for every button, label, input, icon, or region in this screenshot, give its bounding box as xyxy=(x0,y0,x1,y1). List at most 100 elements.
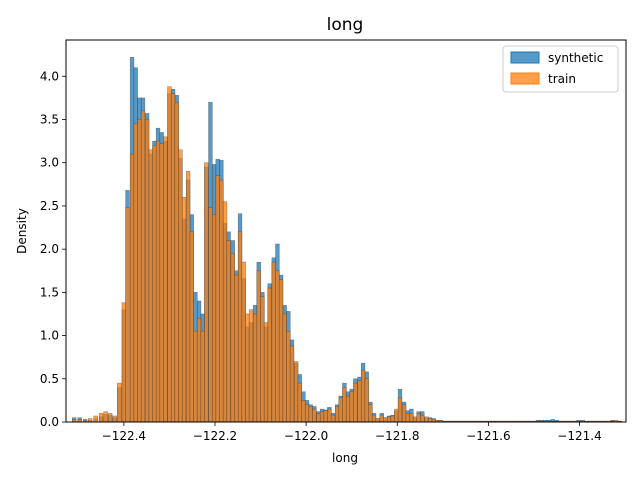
x-tick-label: −122.4 xyxy=(102,429,146,443)
train-bar xyxy=(289,345,295,423)
train-bar xyxy=(117,382,122,423)
x-tick-label: −121.4 xyxy=(557,429,601,443)
train-bar xyxy=(293,361,299,423)
train-bar xyxy=(167,86,172,423)
train-bar xyxy=(193,331,198,423)
train-bar xyxy=(345,395,351,423)
train-bar xyxy=(312,408,317,423)
train-bar xyxy=(98,413,104,423)
train-bar xyxy=(338,397,343,423)
y-tick-label: 0.5 xyxy=(40,372,59,386)
train-bar xyxy=(271,261,276,423)
train-bar xyxy=(245,313,250,423)
train-bar xyxy=(208,207,213,423)
train-bar xyxy=(200,331,205,423)
train-bar xyxy=(424,416,429,423)
y-tick-label: 1.0 xyxy=(40,329,59,343)
train-bar xyxy=(112,415,117,423)
train-bar xyxy=(316,413,321,423)
train-bar xyxy=(401,404,407,423)
train-bar xyxy=(282,313,287,423)
train-bar xyxy=(416,413,421,423)
y-axis-label: Density xyxy=(15,208,29,254)
train-bar xyxy=(386,416,392,423)
train-bar xyxy=(88,418,93,423)
train-bar xyxy=(383,417,388,423)
train-bar xyxy=(330,414,336,423)
train-bar xyxy=(222,201,228,423)
train-bar xyxy=(319,411,325,423)
train-bar xyxy=(241,261,246,423)
train-bar xyxy=(371,414,377,423)
train-bar xyxy=(364,378,369,423)
train-bar xyxy=(304,404,310,423)
train-bar xyxy=(211,214,217,423)
train-bar xyxy=(353,382,358,423)
x-axis-label: long xyxy=(332,451,358,465)
legend-swatch-train xyxy=(510,72,540,85)
train-bar xyxy=(405,413,410,423)
train-bar xyxy=(215,175,220,423)
chart-title: long xyxy=(327,15,364,35)
train-bar xyxy=(308,406,313,423)
train-bar xyxy=(260,296,265,423)
train-bar xyxy=(409,413,414,423)
train-bar xyxy=(368,404,373,423)
train-bar xyxy=(301,400,306,423)
y-tick-label: 0.0 xyxy=(40,415,59,429)
train-bar xyxy=(140,110,146,423)
train-bar xyxy=(178,149,183,423)
train-bar xyxy=(375,418,380,423)
train-bar xyxy=(185,171,191,423)
train-bar xyxy=(297,382,302,423)
y-tick-label: 2.5 xyxy=(40,199,59,213)
train-bar xyxy=(420,414,425,423)
x-tick-label: −122.0 xyxy=(284,429,328,443)
train-bar xyxy=(357,380,362,423)
y-tick-label: 2.0 xyxy=(40,242,59,256)
y-axis: 0.0 0.5 1.0 1.5 2.0 2.5 3.0 3.5 4.0 xyxy=(40,69,66,429)
plot-frame xyxy=(65,39,627,423)
legend-label-synthetic: synthetic xyxy=(548,51,603,65)
train-bar xyxy=(163,136,168,423)
y-tick-label: 3.0 xyxy=(40,156,59,170)
train-bar xyxy=(234,274,239,423)
train-bar xyxy=(390,415,395,423)
x-tick-label: −122.2 xyxy=(193,429,237,443)
legend-swatch-synthetic xyxy=(510,51,540,64)
train-bar xyxy=(248,309,254,423)
y-tick-label: 1.5 xyxy=(40,285,59,299)
legend: synthetic train xyxy=(502,45,619,93)
train-bar xyxy=(125,207,130,423)
train-bar xyxy=(103,411,108,423)
train-bar xyxy=(334,406,340,423)
train-bar xyxy=(93,415,98,423)
train-bar xyxy=(144,119,150,423)
train-bar xyxy=(219,179,224,423)
x-tick-label: −121.6 xyxy=(466,429,510,443)
train-bar xyxy=(286,331,291,423)
train-bar xyxy=(342,387,347,423)
train-bar xyxy=(349,391,354,423)
train-bar xyxy=(230,253,235,423)
train-bar xyxy=(189,231,194,423)
train-bar xyxy=(327,408,332,423)
train-bar xyxy=(137,119,142,423)
train-bar xyxy=(108,413,113,423)
train-bar xyxy=(323,410,328,423)
train-bar xyxy=(148,149,153,423)
train-bar xyxy=(174,101,179,423)
train-bar xyxy=(226,240,231,423)
train-bar xyxy=(412,416,418,423)
train-bar xyxy=(278,279,284,423)
train-bar xyxy=(170,93,176,423)
x-tick-label: −121.8 xyxy=(375,429,419,443)
train-bar xyxy=(252,313,258,423)
train-bar xyxy=(159,143,164,423)
train-bar xyxy=(181,197,187,423)
train-bar xyxy=(267,287,272,423)
train-bar xyxy=(129,153,135,423)
x-axis: −122.4 −122.2 −122.0 −121.8 −121.6 −121.4 xyxy=(102,422,602,443)
train-bar xyxy=(196,318,202,423)
